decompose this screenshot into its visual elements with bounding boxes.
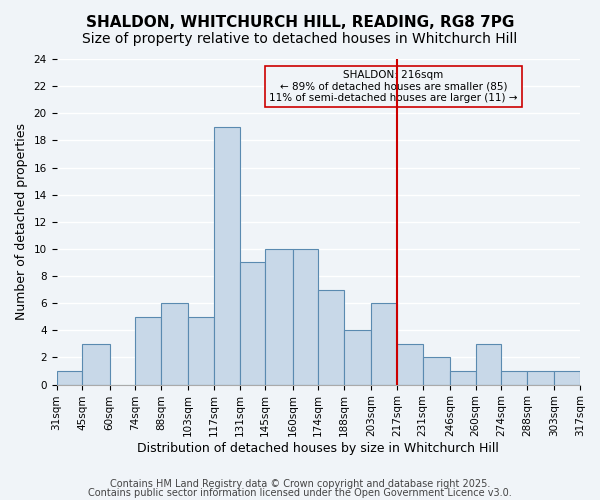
Bar — [371, 303, 397, 384]
X-axis label: Distribution of detached houses by size in Whitchurch Hill: Distribution of detached houses by size … — [137, 442, 499, 455]
Bar — [501, 371, 527, 384]
Bar — [82, 344, 110, 385]
Bar — [293, 249, 318, 384]
Bar — [527, 371, 554, 384]
Bar — [344, 330, 371, 384]
Bar — [397, 344, 422, 385]
Bar — [161, 303, 188, 384]
Bar — [56, 371, 82, 384]
Bar — [188, 317, 214, 384]
Text: SHALDON, WHITCHURCH HILL, READING, RG8 7PG: SHALDON, WHITCHURCH HILL, READING, RG8 7… — [86, 15, 514, 30]
Text: Size of property relative to detached houses in Whitchurch Hill: Size of property relative to detached ho… — [82, 32, 518, 46]
Bar — [422, 358, 450, 384]
Y-axis label: Number of detached properties: Number of detached properties — [15, 124, 28, 320]
Bar — [239, 262, 265, 384]
Bar — [214, 127, 239, 384]
Text: Contains public sector information licensed under the Open Government Licence v3: Contains public sector information licen… — [88, 488, 512, 498]
Bar — [318, 290, 344, 384]
Bar — [265, 249, 293, 384]
Bar — [450, 371, 476, 384]
Bar — [476, 344, 501, 385]
Bar — [554, 371, 580, 384]
Text: Contains HM Land Registry data © Crown copyright and database right 2025.: Contains HM Land Registry data © Crown c… — [110, 479, 490, 489]
Text: SHALDON: 216sqm
← 89% of detached houses are smaller (85)
11% of semi-detached h: SHALDON: 216sqm ← 89% of detached houses… — [269, 70, 518, 103]
Bar — [135, 317, 161, 384]
